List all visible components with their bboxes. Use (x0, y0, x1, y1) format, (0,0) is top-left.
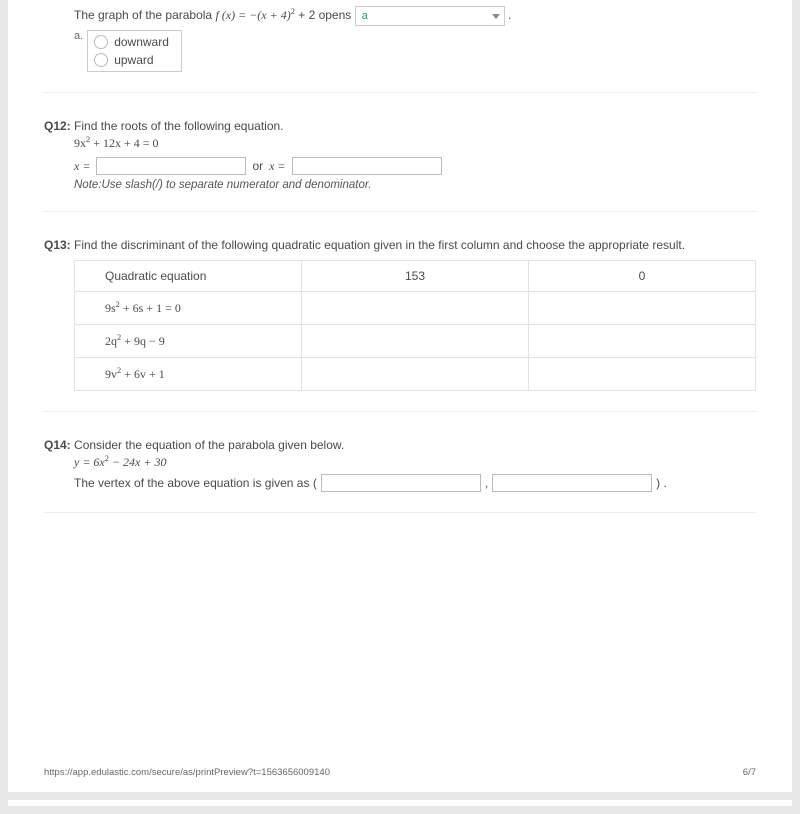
q13-cell[interactable] (302, 358, 529, 391)
q12-xeq-2: x = (269, 159, 285, 174)
q14-block: Q14: Consider the equation of the parabo… (44, 432, 756, 492)
q13-cell: 9v2 + 6v + 1 (75, 358, 302, 391)
q14-equation: y = 6x2 − 24x + 30 (74, 454, 756, 470)
q13-th-0: Quadratic equation (75, 261, 302, 292)
q14-vertex-line: The vertex of the above equation is give… (74, 474, 756, 492)
eq-part: + 6v + 1 (121, 367, 165, 381)
q11-prompt-prefix: The graph of the parabola (74, 8, 215, 22)
q12-prompt: Find the roots of the following equation… (74, 119, 283, 133)
q12-answer-line: x = or x = (74, 157, 756, 175)
q11-option-upward[interactable]: upward (90, 51, 173, 69)
q12-equation: 9x2 + 12x + 4 = 0 (74, 135, 756, 151)
q12-xeq-1: x = (74, 159, 90, 174)
q11-option-downward[interactable]: downward (90, 33, 173, 51)
q13-cell[interactable] (529, 325, 756, 358)
q13-block: Q13: Find the discriminant of the follow… (44, 232, 756, 391)
eq-part: 2q (105, 334, 117, 348)
q11-option-a-label: a. (74, 30, 83, 42)
footer-page: 6/7 (743, 767, 756, 778)
q11-period: . (508, 8, 511, 22)
eq-part: + 9q − 9 (121, 334, 165, 348)
q12-root1-input[interactable] (96, 157, 246, 175)
q11-prompt: The graph of the parabola f (x) = −(x + … (44, 6, 756, 26)
radio-icon (94, 35, 108, 49)
page: The graph of the parabola f (x) = −(x + … (8, 0, 792, 792)
q13-cell[interactable] (529, 358, 756, 391)
q11-func: f (x) = −(x + 4) (215, 8, 290, 22)
q13-cell[interactable] (302, 292, 529, 325)
q11-prompt-suffix: + 2 opens (298, 8, 354, 22)
q12-or: or (252, 159, 263, 173)
eq-part: + 6s + 1 = 0 (120, 301, 181, 315)
q11-options: downward upward (87, 30, 182, 72)
q11-option-label: downward (114, 35, 169, 49)
q14-prompt: Consider the equation of the parabola gi… (74, 438, 344, 452)
q13-cell[interactable] (529, 292, 756, 325)
q13-header: Q13: Find the discriminant of the follow… (44, 238, 756, 252)
q14-vertex-y-input[interactable] (492, 474, 652, 492)
footer: https://app.edulastic.com/secure/as/prin… (44, 767, 756, 778)
eq-part: − 24x + 30 (109, 455, 167, 469)
q11-block: The graph of the parabola f (x) = −(x + … (44, 0, 756, 72)
q13-th-2: 0 (529, 261, 756, 292)
q13-prompt: Find the discriminant of the following q… (74, 238, 685, 252)
eq-part: y = 6x (74, 455, 105, 469)
eq-part: 9v (105, 367, 117, 381)
q13-th-1: 153 (302, 261, 529, 292)
radio-icon (94, 53, 108, 67)
table-row: 9s2 + 6s + 1 = 0 (75, 292, 756, 325)
q12-note: Note:Use slash(/) to separate numerator … (74, 179, 756, 191)
q11-dropdown-value: a (362, 10, 368, 22)
q12-eq-a: 9x (74, 136, 86, 150)
q13-cell: 2q2 + 9q − 9 (75, 325, 302, 358)
chevron-down-icon (492, 14, 500, 19)
q14-label: Q14: (44, 438, 71, 452)
q14-vertex-text: The vertex of the above equation is give… (74, 476, 317, 490)
divider (44, 211, 756, 212)
table-row: Quadratic equation 153 0 (75, 261, 756, 292)
table-row: 2q2 + 9q − 9 (75, 325, 756, 358)
divider (44, 512, 756, 513)
footer-url: https://app.edulastic.com/secure/as/prin… (44, 767, 330, 778)
q13-label: Q13: (44, 238, 71, 252)
eq-part: 9s (105, 301, 116, 315)
divider (44, 411, 756, 412)
q14-header: Q14: Consider the equation of the parabo… (44, 438, 756, 452)
q12-header: Q12: Find the roots of the following equ… (44, 119, 756, 133)
q13-cell: 9s2 + 6s + 1 = 0 (75, 292, 302, 325)
q12-root2-input[interactable] (292, 157, 442, 175)
table-row: 9v2 + 6v + 1 (75, 358, 756, 391)
q12-eq-rest: + 12x + 4 = 0 (90, 136, 158, 150)
next-page-sliver (8, 800, 792, 806)
q11-option-label: upward (114, 53, 153, 67)
q12-block: Q12: Find the roots of the following equ… (44, 113, 756, 191)
q14-close: ) . (656, 476, 667, 490)
q13-table: Quadratic equation 153 0 9s2 + 6s + 1 = … (74, 260, 756, 391)
q14-vertex-x-input[interactable] (321, 474, 481, 492)
q13-cell[interactable] (302, 325, 529, 358)
q11-dropdown[interactable]: a (355, 6, 505, 26)
q11-exp: 2 (291, 7, 295, 16)
q14-comma: , (485, 476, 488, 490)
divider (44, 92, 756, 93)
q12-label: Q12: (44, 119, 71, 133)
